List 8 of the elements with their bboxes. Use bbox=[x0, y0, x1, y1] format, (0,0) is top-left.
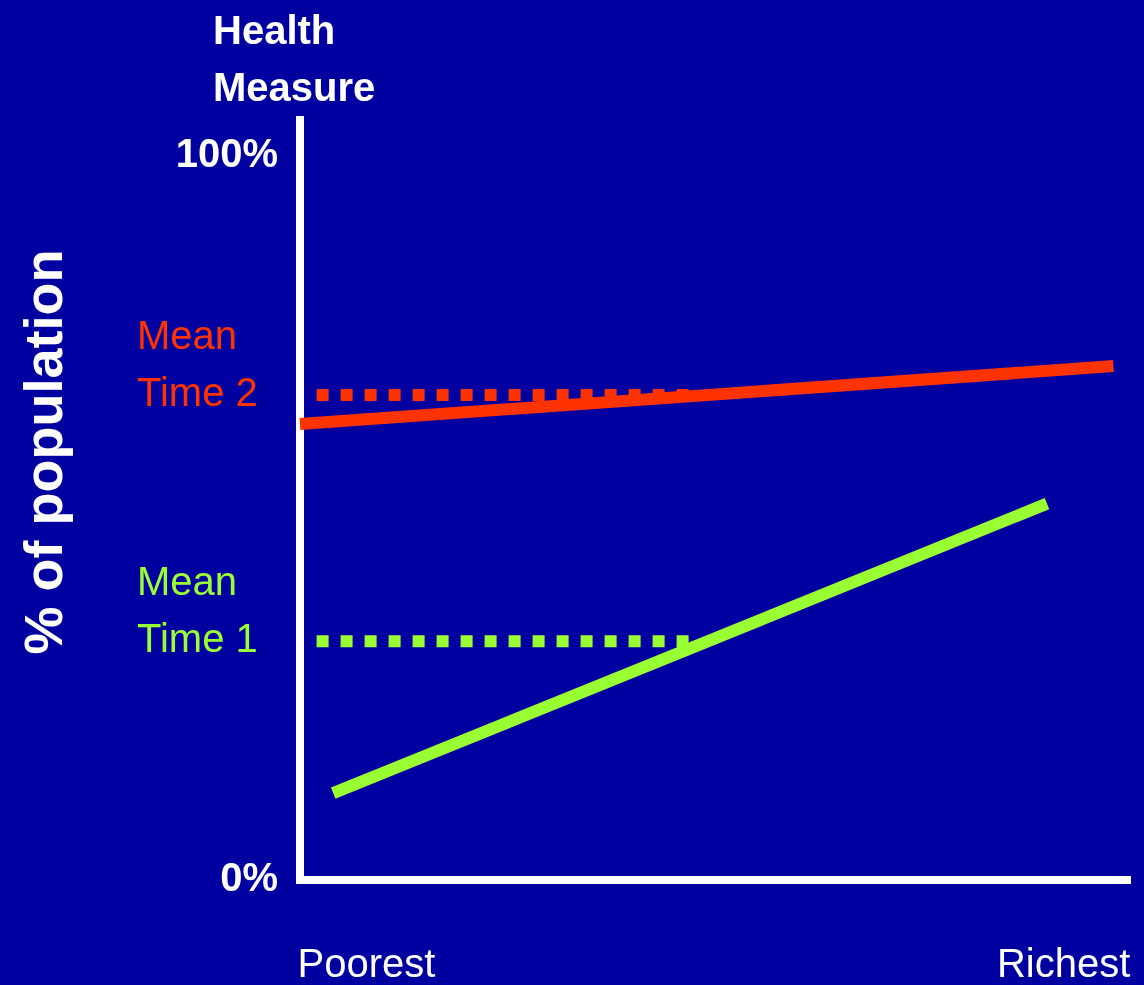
y-axis-title: % of population bbox=[12, 249, 73, 655]
y-tick-label: 0% bbox=[220, 855, 278, 900]
x-tick-label: Poorest bbox=[297, 941, 436, 985]
y-tick-label: 100% bbox=[175, 131, 278, 176]
x-tick-label: Richest bbox=[996, 941, 1131, 985]
chart-title: Health Measure bbox=[213, 8, 376, 110]
series-label: Mean Time 1 bbox=[137, 559, 258, 661]
series-label: Mean Time 2 bbox=[137, 313, 258, 415]
